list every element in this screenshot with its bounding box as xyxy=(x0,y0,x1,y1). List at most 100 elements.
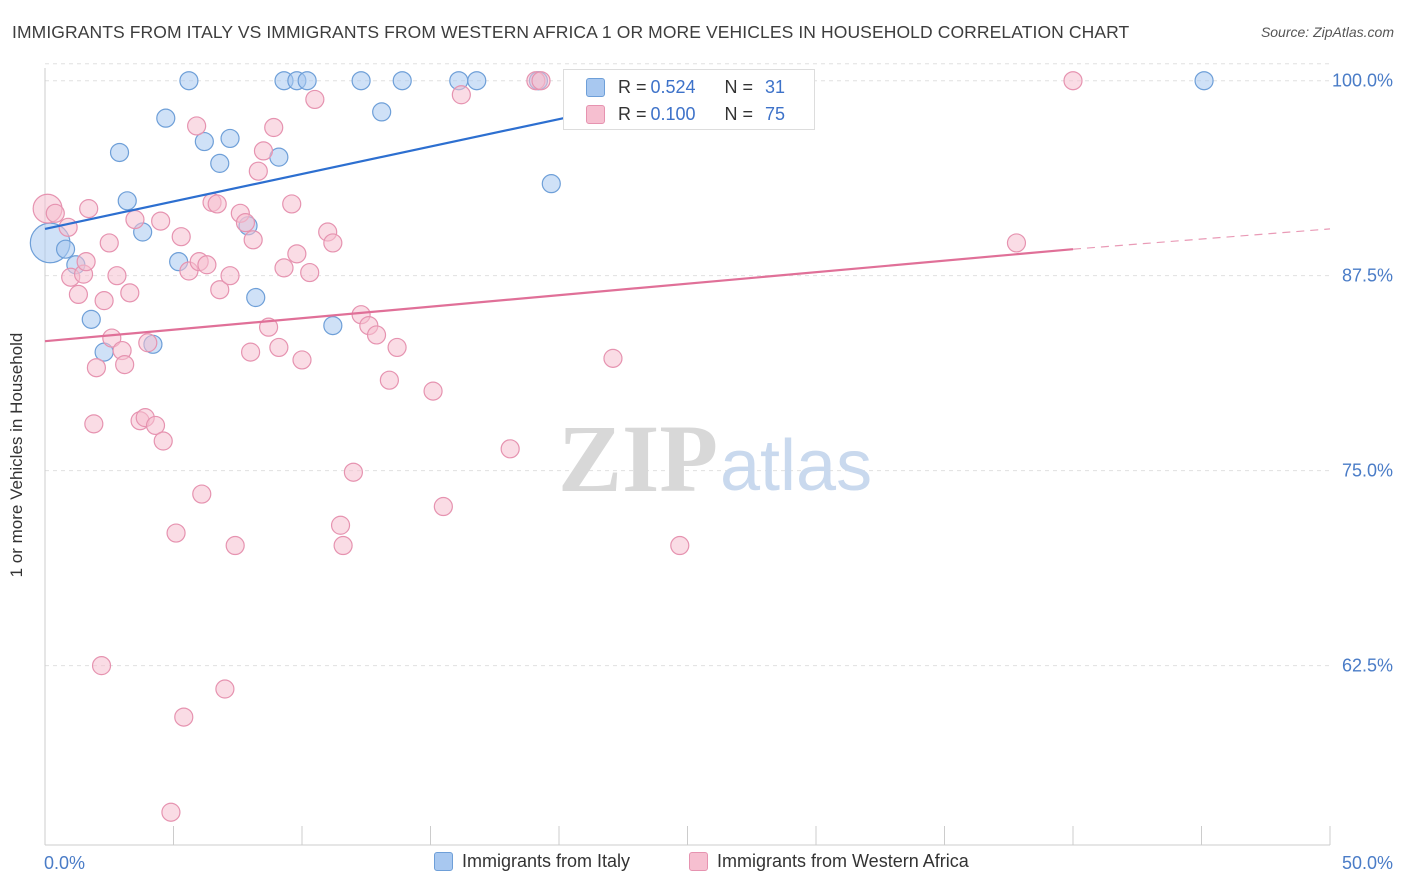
point-italy xyxy=(297,71,317,91)
stats-row-africa: R = 0.100 N = 75 xyxy=(586,101,785,127)
italy-n-value: 31 xyxy=(765,76,786,97)
point-italy xyxy=(246,287,266,308)
point-africa xyxy=(125,209,145,230)
point-italy xyxy=(194,131,214,152)
point-italy xyxy=(392,71,412,91)
point-africa xyxy=(300,262,320,283)
trend-line-africa-extension xyxy=(1072,228,1331,250)
point-africa xyxy=(305,89,325,110)
africa-n-value: 75 xyxy=(765,103,786,124)
point-italy xyxy=(117,191,137,211)
africa-r-value: 0.100 xyxy=(650,103,696,124)
point-africa xyxy=(210,280,230,300)
point-africa xyxy=(269,337,289,358)
point-africa xyxy=(423,381,443,401)
point-africa xyxy=(379,370,399,390)
point-italy xyxy=(372,102,392,122)
legend-swatch-africa xyxy=(689,852,708,871)
y-tick-label: 62.5% xyxy=(1342,656,1393,676)
point-africa xyxy=(76,252,96,272)
italy-swatch xyxy=(586,77,605,97)
point-africa xyxy=(387,337,407,358)
point-italy xyxy=(323,315,343,336)
point-africa xyxy=(500,439,520,459)
point-africa xyxy=(282,194,302,214)
series-africa-points xyxy=(32,71,1083,822)
point-africa xyxy=(120,283,140,303)
point-italy xyxy=(1194,71,1214,91)
point-africa xyxy=(225,535,245,556)
legend-label-africa: Immigrants from Western Africa xyxy=(717,851,969,871)
point-africa xyxy=(264,117,284,138)
point-italy xyxy=(179,71,199,91)
point-africa xyxy=(99,233,119,253)
bottom-legend: Immigrants from Italy Immigrants from We… xyxy=(0,851,1406,879)
point-italy xyxy=(109,142,130,163)
watermark: ZIP atlas xyxy=(558,405,872,512)
chart-title: IMMIGRANTS FROM ITALY VS IMMIGRANTS FROM… xyxy=(12,22,1130,42)
y-axis-label: 1 or more Vehicles in Household xyxy=(7,332,26,578)
point-africa xyxy=(86,358,107,378)
point-africa xyxy=(235,213,256,233)
y-tick-labels: 62.5% 75.0% 87.5% 100.0% xyxy=(1332,71,1393,676)
point-italy xyxy=(81,309,101,329)
point-africa xyxy=(151,211,171,231)
point-africa xyxy=(79,199,99,219)
point-africa xyxy=(330,515,351,535)
point-africa xyxy=(94,291,114,311)
point-africa xyxy=(107,266,127,286)
stats-row-italy: R = 0.524 N = 31 xyxy=(586,74,785,100)
point-africa xyxy=(670,535,690,556)
point-africa xyxy=(171,227,191,247)
italy-r-key: R = xyxy=(618,76,647,97)
point-italy xyxy=(55,239,76,259)
legend-item-africa[interactable]: Immigrants from Western Africa xyxy=(689,851,969,872)
point-africa xyxy=(343,462,363,482)
italy-r-value: 0.524 xyxy=(650,76,696,97)
point-africa xyxy=(220,266,240,286)
point-africa xyxy=(115,354,135,375)
point-africa xyxy=(68,284,89,305)
point-italy xyxy=(210,153,230,173)
point-africa xyxy=(253,141,274,161)
point-africa xyxy=(161,802,181,822)
point-italy xyxy=(351,71,371,91)
stats-legend: R = 0.524 N = 31 R = 0.100 N = 75 xyxy=(563,69,815,130)
point-africa xyxy=(102,328,122,348)
point-africa xyxy=(241,342,261,362)
point-africa xyxy=(1006,233,1027,253)
point-africa xyxy=(243,230,263,250)
watermark-zip: ZIP xyxy=(558,405,718,512)
legend-label-italy: Immigrants from Italy xyxy=(462,851,631,871)
y-tick-label: 87.5% xyxy=(1342,266,1393,286)
point-africa xyxy=(287,244,307,264)
point-africa xyxy=(138,333,158,353)
point-africa xyxy=(323,233,343,253)
point-africa xyxy=(45,203,65,223)
watermark-atlas: atlas xyxy=(720,426,872,506)
point-africa xyxy=(91,656,112,676)
point-italy xyxy=(541,174,561,194)
gridlines xyxy=(45,63,1330,667)
africa-swatch xyxy=(586,104,605,124)
point-africa xyxy=(84,414,104,434)
point-africa xyxy=(215,679,235,699)
source-credit: Source: ZipAtlas.com xyxy=(1260,24,1394,40)
point-africa xyxy=(451,85,471,105)
point-africa xyxy=(145,415,166,436)
point-africa xyxy=(174,707,194,727)
point-africa xyxy=(207,194,227,214)
legend-item-italy[interactable]: Immigrants from Italy xyxy=(434,851,630,872)
legend-swatch-italy xyxy=(434,852,453,871)
point-africa xyxy=(197,255,217,275)
point-africa xyxy=(1063,71,1083,91)
x-min-label: 0.0% xyxy=(44,853,86,873)
point-africa xyxy=(433,496,453,517)
africa-n-key: N = xyxy=(724,103,754,124)
point-italy xyxy=(467,71,487,91)
italy-n-key: N = xyxy=(724,76,754,97)
series-italy-points xyxy=(29,71,1214,362)
trend-line-africa xyxy=(44,248,1074,343)
point-africa xyxy=(58,217,78,237)
